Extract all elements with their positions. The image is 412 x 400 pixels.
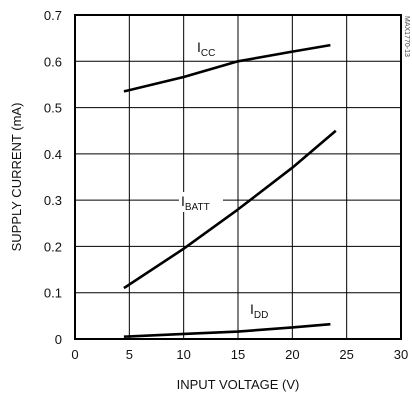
x-tick-label: 20 <box>285 347 299 362</box>
series-label-subscript: BATT <box>185 202 210 213</box>
series-lines <box>123 43 337 338</box>
series-line-idd <box>123 322 331 338</box>
y-tick-label: 0.7 <box>44 8 62 23</box>
series-label-subscript: CC <box>201 48 215 59</box>
y-tick-label: 0.5 <box>44 101 62 116</box>
x-tick-label: 30 <box>394 347 408 362</box>
x-axis-title: INPUT VOLTAGE (V) <box>177 377 300 392</box>
y-tick-label: 0.2 <box>44 239 62 254</box>
series-label-background <box>179 192 223 212</box>
series-label-main: I <box>197 39 201 55</box>
y-tick-label: 0.6 <box>44 54 62 69</box>
series-line-ibatt <box>123 129 337 290</box>
y-tick-labels: 0 0.1 0.2 0.3 0.4 0.5 0.6 0.7 <box>44 8 62 347</box>
series-label-icc: ICC <box>197 39 215 59</box>
x-tick-label: 10 <box>176 347 190 362</box>
y-tick-label: 0 <box>55 332 62 347</box>
x-tick-label: 5 <box>126 347 133 362</box>
series-label-ibatt: IBATT <box>181 193 210 213</box>
y-tick-label: 0.4 <box>44 147 62 162</box>
series-line-icc <box>123 43 331 93</box>
y-tick-label: 0.1 <box>44 286 62 301</box>
grid-lines <box>75 15 401 339</box>
x-tick-labels: 0 5 10 15 20 25 30 <box>71 347 408 362</box>
series-label-main: I <box>250 301 254 317</box>
x-tick-label: 15 <box>231 347 245 362</box>
x-tick-label: 25 <box>339 347 353 362</box>
series-label-idd: IDD <box>250 301 268 321</box>
x-tick-label: 0 <box>71 347 78 362</box>
series-label-main: I <box>181 193 185 209</box>
series-label-subscript: DD <box>254 310 268 321</box>
part-number-watermark: MAX1770-13 <box>403 16 410 57</box>
y-tick-label: 0.3 <box>44 193 62 208</box>
plot-frame <box>74 14 402 340</box>
y-axis-title: SUPPLY CURRENT (mA) <box>9 103 24 252</box>
